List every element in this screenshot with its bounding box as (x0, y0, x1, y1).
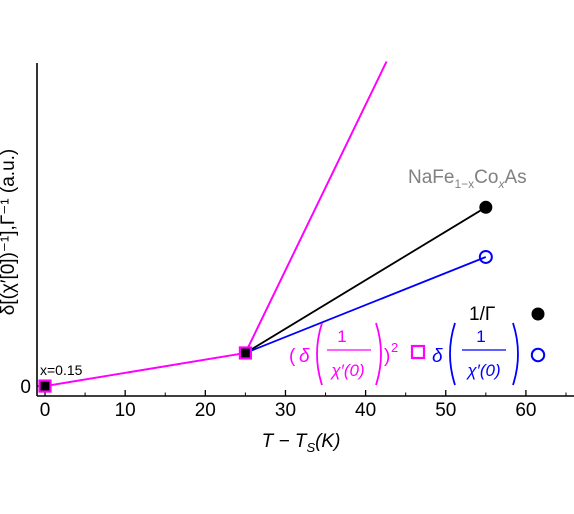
x-tick-label-60: 60 (515, 400, 536, 421)
compound-label: NaFe1−xCoxAs (408, 167, 527, 191)
series-line-2 (44, 61, 388, 387)
y-axis-title: δ[(χ′[0])⁻¹],Γ⁻¹ (a.u.) (0, 149, 19, 316)
legend-sq-power: 2 (391, 340, 398, 355)
x-tick-label-0: 0 (40, 400, 51, 421)
point-1-2 (478, 249, 493, 264)
point-fill-2-0 (40, 381, 51, 392)
legend-gamma-marker (531, 307, 545, 321)
legend-sq-close: ) (384, 346, 390, 367)
legend-chi-marker (530, 347, 546, 363)
legend-chi-numer: 1 (476, 327, 485, 346)
legend-sq-numer: 1 (337, 327, 346, 346)
legend-sq-open: ( (289, 346, 296, 367)
point-2-1 (238, 346, 252, 360)
point-0-2 (479, 200, 493, 214)
legend-sq-paren-left (316, 322, 323, 386)
legend-chi-delta: δ (432, 346, 443, 367)
compound-sub2: x (497, 177, 505, 191)
legend-chi-paren-left (449, 322, 456, 386)
legend-squared: ( δ 1 χ′(0) ) 2 (289, 322, 426, 386)
point-2-0 (38, 379, 52, 393)
x-tick-label-40: 40 (355, 400, 376, 421)
legend-sq-paren-right (375, 322, 382, 386)
markers-group (38, 200, 493, 393)
doping-label: x=0.15 (40, 362, 83, 378)
x-axis-title-sub: S (306, 440, 315, 455)
legend-chi-paren-right (512, 322, 519, 386)
legend-sq-marker (410, 344, 426, 360)
x-axis-title-main: T − T (262, 431, 308, 452)
axes: 0 10 20 30 40 50 60 0 (20, 63, 574, 421)
x-tick-label-30: 30 (275, 400, 296, 421)
legend-sq-delta: δ (299, 346, 310, 367)
legend: 1/Γ ( δ 1 χ′(0) ) 2 δ 1 χ′(0) (289, 304, 546, 386)
legend-gamma-label: 1/Γ (469, 304, 495, 325)
x-axis-title-tail: (K) (315, 431, 340, 452)
legend-chi: δ 1 χ′(0) (432, 322, 546, 386)
compound-post: As (504, 167, 526, 188)
x-tick-label-10: 10 (115, 400, 136, 421)
x-tick-label-50: 50 (435, 400, 456, 421)
compound-pre: NaFe (408, 167, 454, 188)
y-tick-label-0: 0 (20, 377, 31, 398)
x-tick-label-20: 20 (195, 400, 216, 421)
series-group (44, 61, 487, 387)
series-line-0 (244, 206, 487, 354)
series-line-magenta-full (44, 61, 388, 387)
legend-chi-denom: χ′(0) (465, 361, 500, 380)
legend-sq-denom: χ′(0) (329, 361, 364, 380)
point-fill-2-1 (240, 347, 251, 358)
x-axis-title: T − TS(K) (262, 431, 341, 455)
series-line-1 (245, 256, 487, 354)
compound-sub1: 1−x (454, 177, 474, 191)
compound-mid: Co (474, 167, 498, 188)
